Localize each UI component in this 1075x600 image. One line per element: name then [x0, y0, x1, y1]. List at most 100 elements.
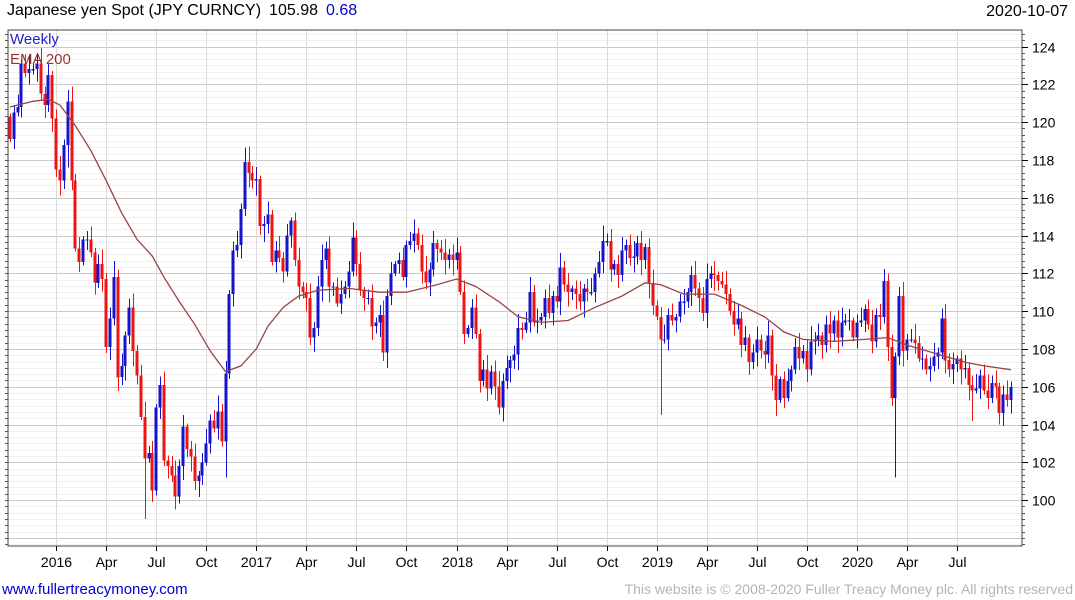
candle-body — [16, 107, 20, 113]
candle-body — [154, 407, 158, 491]
candle-body — [443, 252, 447, 261]
candle-body — [770, 335, 774, 376]
y-axis-label: 108 — [1032, 342, 1056, 358]
candle-body — [316, 286, 320, 329]
candle-body — [362, 290, 366, 298]
candle-body — [724, 284, 728, 294]
candle-body — [204, 443, 208, 463]
candle-body — [81, 239, 85, 262]
page-title: Japanese yen Spot (JPY CURNCY) — [7, 2, 262, 19]
candle-body — [917, 343, 921, 359]
candle-body — [797, 347, 801, 359]
candle-body — [462, 292, 466, 334]
candle-body — [19, 63, 23, 107]
x-axis-label: Apr — [497, 554, 519, 570]
candle-body — [193, 456, 197, 482]
candle-body — [424, 271, 428, 283]
candle-body — [258, 178, 262, 227]
candle-body — [951, 364, 955, 370]
candle-body — [324, 248, 328, 260]
x-axis-label: Oct — [797, 554, 819, 570]
candle-body — [555, 296, 559, 302]
candle-body — [878, 314, 882, 317]
candle-body — [705, 279, 709, 313]
y-axis-label: 106 — [1032, 380, 1056, 396]
candle-body — [524, 322, 528, 330]
candle-body — [974, 388, 978, 391]
candle-body — [1001, 394, 1005, 414]
candle-body — [100, 263, 104, 279]
candle-body — [532, 292, 536, 323]
candle-body — [782, 379, 786, 398]
candle-body — [8, 116, 12, 140]
candle-body — [932, 356, 936, 366]
candle-body — [381, 314, 385, 353]
site-link[interactable]: www.fullertreacymoney.com — [2, 581, 188, 598]
candle-body — [127, 307, 131, 336]
candle-body — [736, 318, 740, 325]
candle-body — [886, 280, 890, 347]
candle-body — [970, 384, 974, 391]
x-axis-label: Jul — [148, 554, 166, 570]
candle-body — [562, 267, 566, 285]
candle-body — [185, 426, 189, 450]
candle-body — [697, 288, 701, 298]
candle-body — [304, 292, 308, 298]
last-price: 105.98 — [269, 2, 318, 19]
y-axis-label: 116 — [1032, 191, 1055, 207]
candle-body — [312, 328, 316, 338]
candle-body — [489, 371, 493, 389]
candle-body — [709, 273, 713, 279]
x-axis-label: Apr — [96, 554, 118, 570]
candle-body — [385, 296, 389, 353]
x-axis-label: Oct — [396, 554, 418, 570]
candle-body — [578, 294, 582, 302]
candle-body — [870, 324, 874, 342]
candle-body — [986, 390, 990, 399]
candle-body — [397, 260, 401, 264]
candle-body — [239, 209, 243, 245]
candle-body — [455, 252, 459, 261]
candle-body — [967, 367, 971, 385]
candle-body — [370, 297, 374, 327]
candle-body — [224, 373, 228, 442]
candle-body — [335, 286, 339, 304]
candle-body — [793, 347, 797, 370]
candle-body — [901, 296, 905, 351]
candle-body — [366, 297, 370, 300]
candle-body — [739, 318, 743, 346]
candle-body — [720, 280, 724, 285]
candle-body — [112, 277, 116, 319]
candle-body — [994, 382, 998, 387]
candle-body — [58, 169, 62, 181]
y-axis-label: 110 — [1032, 304, 1055, 320]
candle-body — [289, 220, 293, 236]
candle-body — [139, 375, 143, 417]
candle-body — [728, 294, 732, 312]
candle-body — [678, 301, 682, 317]
candle-body — [420, 244, 424, 272]
candle-body — [493, 371, 497, 387]
candle-body — [123, 335, 127, 366]
candle-body — [639, 243, 643, 261]
y-axis-label: 120 — [1032, 115, 1056, 131]
ema-line — [9, 98, 1011, 373]
candle-body — [651, 282, 655, 306]
candle-body — [481, 369, 485, 381]
candle-body — [416, 233, 420, 245]
candle-body — [847, 320, 851, 322]
candle-body — [666, 314, 670, 340]
candle-body — [859, 320, 863, 323]
candle-body — [982, 375, 986, 391]
candle-body — [778, 379, 782, 400]
candle-body — [404, 244, 408, 277]
candle-body — [801, 350, 805, 359]
candle-body — [285, 235, 289, 272]
as-of-date: 2020-10-07 — [986, 3, 1068, 20]
candle-body — [320, 260, 324, 287]
x-axis-label: 2020 — [842, 554, 873, 570]
candle-body — [620, 250, 624, 276]
candle-body — [470, 307, 474, 329]
candle-body — [789, 369, 793, 381]
candle-body — [270, 214, 274, 262]
